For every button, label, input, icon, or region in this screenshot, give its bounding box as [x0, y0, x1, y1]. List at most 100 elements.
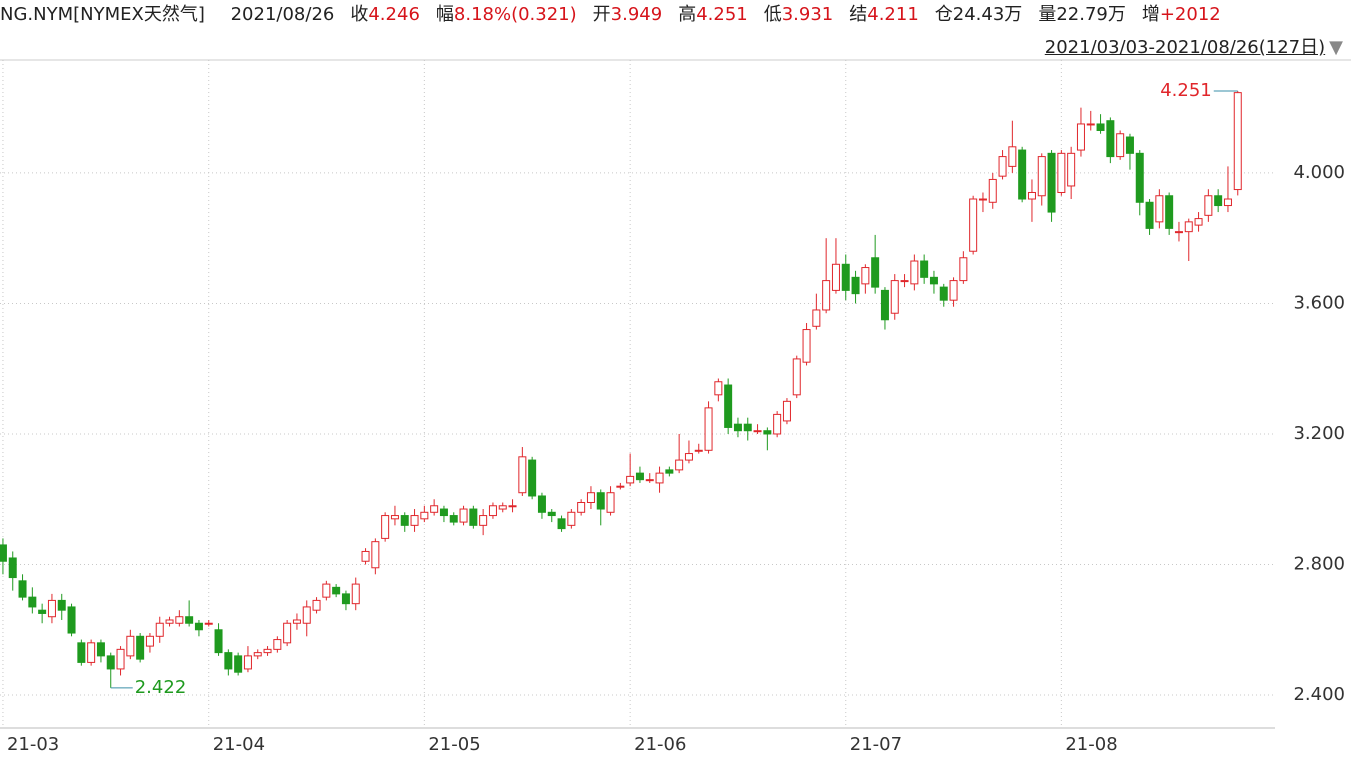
candle-body: [204, 622, 213, 625]
candle-body: [430, 505, 439, 513]
candle-body: [1067, 152, 1076, 187]
candle-body: [1057, 152, 1066, 193]
x-tick-label: 21-06: [634, 734, 686, 755]
candle-body: [1214, 195, 1223, 207]
candle-body: [567, 511, 576, 526]
candle-body: [1184, 221, 1193, 233]
candle-body: [733, 423, 742, 432]
candle-body: [724, 384, 733, 428]
candle-body: [851, 276, 860, 295]
candle-body: [890, 280, 899, 314]
candle-body: [498, 505, 507, 510]
candle-body: [773, 413, 782, 435]
candle-body: [1076, 123, 1085, 151]
field-label: 收: [350, 4, 369, 25]
field-label: 增: [1141, 4, 1160, 25]
candle-body: [929, 276, 938, 285]
candle-body: [900, 280, 909, 283]
candle-body: [939, 286, 948, 301]
candle-body: [253, 652, 262, 657]
candle-body: [518, 456, 527, 494]
candle-body: [841, 263, 850, 291]
candle-body: [1018, 149, 1027, 200]
candle-body: [341, 593, 350, 605]
symbol: NG.NYM[NYMEX天然气]: [0, 4, 205, 25]
candle-body: [312, 599, 321, 611]
candle-body: [449, 515, 458, 523]
candle-body: [459, 508, 468, 523]
y-tick-label: 2.400: [1293, 684, 1345, 705]
candle-body: [645, 479, 654, 482]
candle-body: [626, 475, 635, 484]
candle-body: [38, 609, 47, 614]
candle-body: [302, 606, 311, 624]
candle-body: [28, 596, 37, 608]
y-tick-label: 3.200: [1293, 423, 1345, 444]
quote-header: NG.NYM[NYMEX天然气] 2021/08/26 收4.246 幅8.18%(…: [0, 0, 1351, 30]
candle-body: [655, 472, 664, 484]
candle-body: [18, 580, 27, 598]
y-tick-label: 3.600: [1293, 292, 1345, 313]
candle-body: [1125, 136, 1134, 154]
dropdown-arrow[interactable]: ▼: [1329, 37, 1343, 58]
candle-body: [743, 423, 752, 432]
candle-body: [410, 515, 419, 526]
candle-body: [831, 263, 840, 291]
candle-body: [998, 156, 1007, 177]
candle-body: [136, 635, 145, 660]
field-label: 高: [678, 4, 697, 25]
candle-body: [1233, 92, 1242, 191]
field-value: 24.43万: [952, 4, 1023, 25]
candle-body: [978, 198, 987, 201]
candle-body: [332, 586, 341, 595]
date-range[interactable]: 2021/03/03-2021/08/26(127日) ▼: [1045, 33, 1343, 59]
candle-body: [596, 492, 605, 510]
candle-body: [871, 257, 880, 288]
candle-body: [812, 309, 821, 327]
candle-body: [243, 655, 252, 670]
candle-body: [694, 449, 703, 452]
candle-body: [557, 518, 566, 530]
candle-body: [802, 329, 811, 363]
field-value: 4.246: [368, 4, 420, 25]
candle-body: [400, 515, 409, 526]
candle-body: [920, 260, 929, 278]
candle-body: [959, 257, 968, 282]
candle-body: [87, 642, 96, 663]
candle-body: [292, 619, 301, 624]
candle-body: [822, 280, 831, 311]
candle-body: [116, 648, 125, 670]
x-tick-label: 21-05: [428, 734, 480, 755]
quote-date: 2021/08/26: [230, 4, 335, 25]
candle-body: [390, 515, 399, 520]
field-value: 22.79万: [1056, 4, 1126, 25]
candle-body: [675, 459, 684, 471]
quote-fields: 2021/08/26 收4.246 幅8.18%(0.321) 开3.949 高4.25…: [211, 4, 1221, 25]
candle-body: [420, 511, 429, 520]
candle-body: [1223, 198, 1232, 207]
field-value: 3.949: [610, 4, 663, 25]
candle-body: [145, 635, 154, 647]
candle-body: [322, 583, 331, 598]
candle-body: [949, 280, 958, 301]
field-value: 4.211: [867, 4, 919, 25]
candle-body: [273, 639, 282, 650]
candle-body: [1106, 120, 1115, 158]
candle-body: [185, 616, 194, 624]
candle-body: [469, 508, 478, 526]
candle-body: [96, 642, 105, 657]
candle-body: [283, 622, 292, 644]
candle-body: [67, 606, 76, 634]
candle-body: [8, 557, 17, 579]
candle-body: [1135, 152, 1144, 203]
candle-body: [1047, 152, 1056, 213]
y-tick-label: 2.800: [1293, 554, 1345, 575]
candle-body: [488, 505, 497, 517]
candle-body: [234, 655, 243, 673]
candle-body: [910, 260, 919, 285]
candle-body: [351, 583, 360, 605]
candle-body: [381, 515, 390, 539]
candle-body: [704, 407, 713, 451]
candle-body: [1096, 123, 1105, 131]
